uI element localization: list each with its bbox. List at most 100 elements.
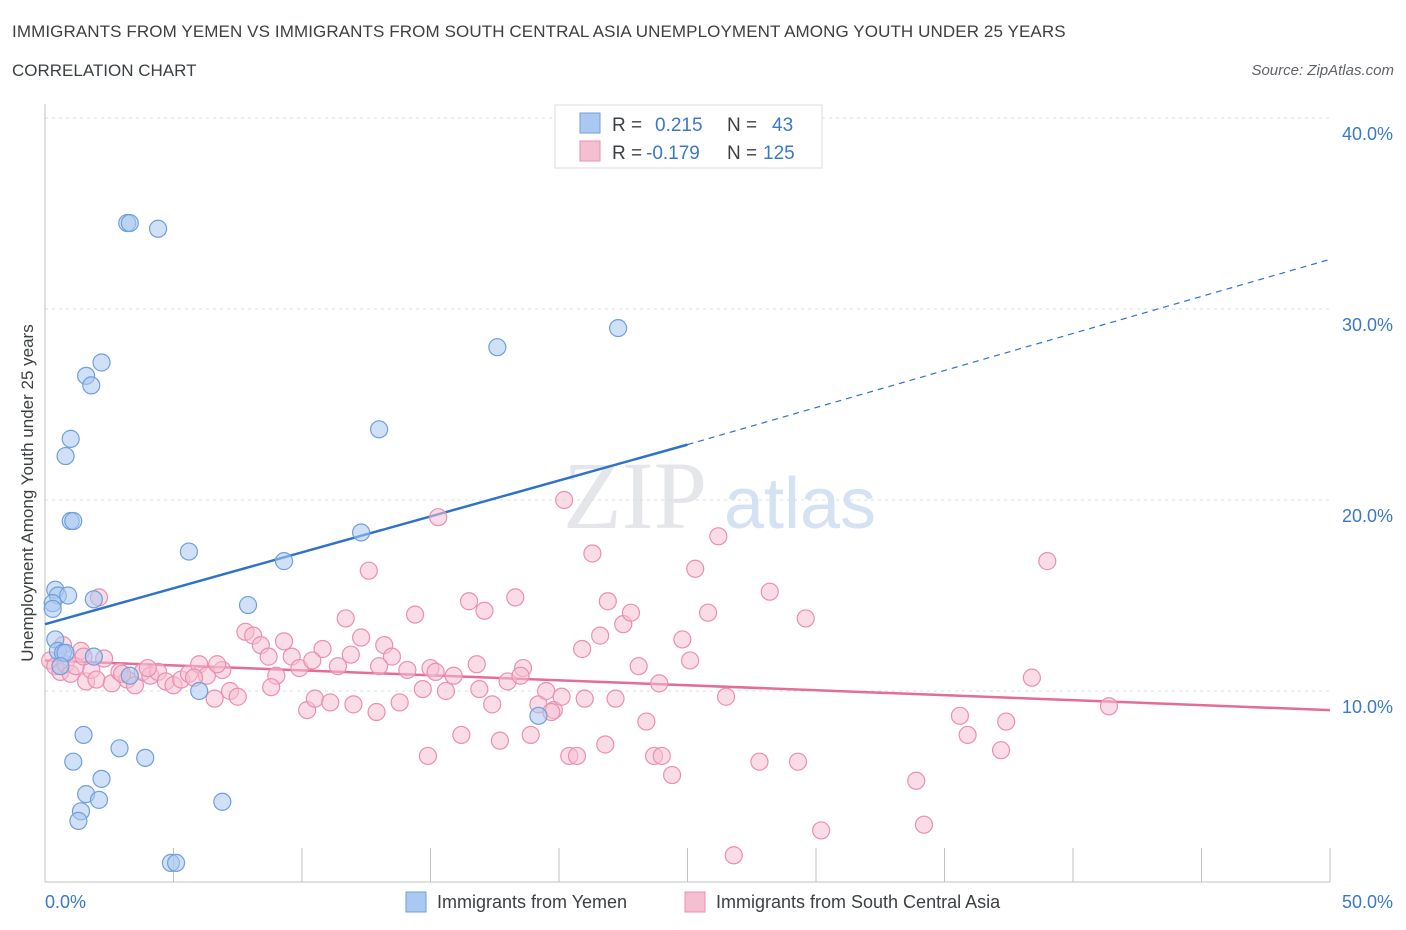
point-sca-74 bbox=[591, 626, 610, 645]
point-sca-122 bbox=[716, 687, 736, 706]
point-sca-63 bbox=[506, 588, 525, 607]
point-sca-9 bbox=[87, 670, 106, 689]
stats-n-value-blue: 43 bbox=[772, 115, 793, 136]
point-yemen-6 bbox=[61, 429, 80, 448]
point-sca-37 bbox=[305, 689, 324, 708]
stats-n-value-pink: 125 bbox=[763, 143, 795, 164]
point-sca-76 bbox=[606, 689, 625, 708]
point-sca-95 bbox=[914, 815, 934, 834]
point-sca-47 bbox=[382, 647, 402, 666]
point-sca-124 bbox=[555, 490, 574, 510]
point-sca-55 bbox=[444, 666, 463, 685]
point-sca-102 bbox=[1099, 697, 1119, 716]
stats-r-label-pink: R = bbox=[612, 143, 642, 164]
stats-r-label-blue: R = bbox=[612, 115, 642, 136]
axes bbox=[44, 104, 1331, 883]
point-sca-43 bbox=[352, 628, 371, 647]
point-sca-71 bbox=[567, 746, 587, 766]
point-yemen-34 bbox=[64, 752, 83, 771]
legend-swatch-yemen bbox=[405, 891, 427, 913]
point-sca-92 bbox=[796, 609, 815, 628]
y-tick-labels: 10.0% 20.0% 30.0% 40.0% bbox=[1342, 124, 1393, 717]
point-yemen-43 bbox=[166, 853, 186, 873]
point-sca-50 bbox=[405, 605, 425, 624]
point-sca-42 bbox=[344, 695, 363, 714]
point-sca-113 bbox=[370, 657, 389, 676]
point-sca-59 bbox=[475, 601, 494, 620]
point-sca-56 bbox=[452, 725, 471, 745]
point-sca-69 bbox=[552, 687, 571, 706]
stats-swatch-blue bbox=[579, 112, 601, 134]
point-yemen-27 bbox=[84, 647, 103, 666]
chart-subtitle: CORRELATION CHART bbox=[12, 61, 197, 80]
point-sca-45 bbox=[367, 702, 386, 722]
point-sca-98 bbox=[991, 741, 1011, 760]
point-yemen-15 bbox=[274, 552, 294, 571]
point-yemen-1 bbox=[120, 213, 139, 233]
stats-r-value-pink: -0.179 bbox=[646, 143, 700, 164]
point-yemen-19 bbox=[84, 590, 103, 609]
point-sca-80 bbox=[637, 712, 656, 731]
point-sca-116 bbox=[511, 666, 530, 685]
point-sca-121 bbox=[680, 651, 700, 670]
point-sca-119 bbox=[596, 735, 615, 754]
point-sca-86 bbox=[698, 603, 718, 622]
point-sca-51 bbox=[413, 679, 432, 699]
point-yemen-14 bbox=[179, 542, 199, 561]
point-yemen-12 bbox=[370, 420, 389, 439]
watermark-atlas: atlas bbox=[724, 464, 876, 544]
point-yemen-3 bbox=[92, 353, 111, 372]
point-sca-39 bbox=[321, 693, 340, 712]
point-sca-111 bbox=[303, 651, 322, 670]
x-tick-label-0: 0.0% bbox=[45, 892, 86, 912]
point-yemen-28 bbox=[51, 657, 70, 676]
legend-label-south-central-asia: Immigrants from South Central Asia bbox=[716, 892, 1001, 912]
stats-box: R = 0.215 N = 43 R = -0.179 N = 125 bbox=[554, 104, 823, 169]
point-sca-82 bbox=[652, 746, 671, 766]
point-yemen-7 bbox=[56, 446, 75, 466]
point-sca-112 bbox=[341, 645, 360, 664]
point-sca-93 bbox=[812, 821, 831, 840]
stats-n-label-blue: N = bbox=[727, 115, 757, 136]
stats-r-value-blue: 0.215 bbox=[655, 115, 703, 136]
point-sca-120 bbox=[650, 674, 669, 693]
point-sca-79 bbox=[629, 657, 648, 676]
point-sca-44 bbox=[359, 561, 378, 580]
point-sca-107 bbox=[138, 658, 157, 678]
stats-swatch-pink bbox=[579, 140, 601, 162]
point-sca-91 bbox=[788, 752, 808, 771]
point-sca-54 bbox=[436, 681, 456, 701]
point-yemen-5 bbox=[82, 376, 101, 395]
point-yemen-29 bbox=[120, 666, 139, 685]
point-sca-48 bbox=[390, 693, 409, 712]
point-sca-85 bbox=[686, 559, 705, 578]
point-sca-96 bbox=[950, 706, 970, 725]
point-sca-31 bbox=[259, 647, 278, 666]
point-sca-114 bbox=[426, 662, 445, 682]
point-yemen-32 bbox=[74, 725, 93, 745]
point-yemen-36 bbox=[92, 769, 111, 788]
point-sca-118 bbox=[573, 639, 592, 659]
point-yemen-31 bbox=[529, 706, 548, 725]
y-axis-label: Unemployment Among Youth under 25 years bbox=[18, 324, 37, 661]
point-sca-89 bbox=[750, 752, 769, 771]
point-sca-33 bbox=[274, 632, 294, 651]
point-sca-38 bbox=[313, 639, 332, 659]
trend-line-yemen-extension bbox=[687, 258, 1331, 446]
point-yemen-13 bbox=[352, 523, 371, 542]
y-tick-label-10: 10.0% bbox=[1342, 697, 1393, 717]
x-tick-label-50: 50.0% bbox=[1342, 892, 1393, 912]
y-tick-label-40: 40.0% bbox=[1342, 124, 1393, 144]
point-sca-101 bbox=[1038, 552, 1057, 571]
point-sca-87 bbox=[709, 527, 728, 546]
point-sca-110 bbox=[262, 678, 281, 697]
point-sca-40 bbox=[328, 657, 348, 676]
point-sca-49 bbox=[398, 660, 417, 680]
point-yemen-33 bbox=[110, 739, 129, 758]
point-yemen-38 bbox=[89, 790, 109, 809]
point-yemen-11 bbox=[609, 319, 628, 338]
point-sca-100 bbox=[1022, 668, 1041, 687]
point-sca-83 bbox=[662, 765, 682, 785]
point-sca-73 bbox=[583, 544, 602, 563]
